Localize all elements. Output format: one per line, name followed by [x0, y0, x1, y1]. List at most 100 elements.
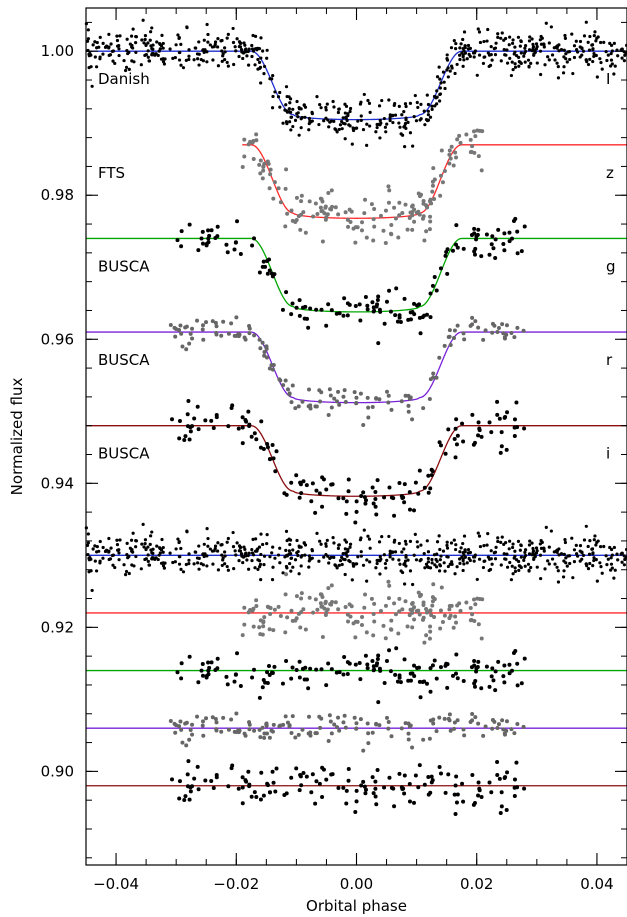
- residual-point: [205, 527, 209, 531]
- data-point: [387, 188, 392, 193]
- data-point: [437, 65, 441, 69]
- data-point: [453, 71, 457, 76]
- data-point: [327, 387, 332, 392]
- residual-point: [486, 555, 490, 559]
- residual-point: [242, 605, 247, 610]
- residual-point: [177, 796, 182, 801]
- residual-point: [378, 559, 382, 563]
- residual-point: [547, 545, 551, 549]
- data-point: [442, 80, 446, 84]
- residual-point: [389, 627, 394, 632]
- residual-point: [523, 550, 527, 555]
- residual-point: [337, 728, 342, 733]
- data-point: [366, 405, 371, 410]
- data-point: [348, 106, 353, 111]
- residual-point: [375, 657, 380, 661]
- band-label-0: I: [606, 70, 610, 88]
- data-point: [197, 40, 201, 44]
- residual-point: [572, 560, 577, 564]
- residual-point: [469, 665, 474, 670]
- data-point: [101, 41, 105, 45]
- data-point: [523, 49, 528, 54]
- residual-point: [359, 622, 364, 627]
- residual-point: [454, 652, 459, 657]
- residual-point: [252, 667, 257, 672]
- data-point: [519, 39, 523, 44]
- data-point: [285, 109, 289, 113]
- residual-point: [187, 552, 191, 556]
- data-point: [242, 137, 247, 142]
- residual-point: [443, 790, 448, 795]
- data-point: [544, 21, 548, 25]
- residual-point: [261, 542, 265, 547]
- data-point: [372, 207, 377, 212]
- data-point: [243, 43, 247, 47]
- data-point: [495, 399, 500, 404]
- residual-point: [134, 545, 138, 549]
- residual-point: [220, 553, 224, 557]
- residual-point: [186, 759, 191, 764]
- data-point: [160, 33, 164, 37]
- residual-point: [213, 668, 218, 673]
- residual-point: [402, 773, 407, 778]
- residual-point: [271, 780, 276, 785]
- data-point: [438, 266, 443, 271]
- data-point: [484, 232, 489, 237]
- data-point: [337, 127, 341, 132]
- residual-point: [446, 564, 450, 569]
- residual-point: [539, 546, 544, 550]
- data-point: [314, 488, 319, 493]
- residual-point: [592, 556, 596, 560]
- data-point: [130, 59, 134, 63]
- data-point: [271, 94, 275, 99]
- residual-point: [225, 540, 229, 544]
- data-point: [427, 227, 432, 232]
- residual-point: [327, 561, 331, 565]
- data-point: [452, 328, 457, 333]
- band-label-4: i: [606, 445, 610, 463]
- residual-point: [345, 612, 350, 617]
- data-point: [317, 122, 321, 127]
- residual-point: [462, 534, 467, 538]
- residual-point: [426, 550, 431, 554]
- residual-point: [447, 616, 452, 621]
- data-point: [329, 405, 334, 410]
- residual-point: [134, 554, 138, 559]
- residual-point: [223, 550, 227, 554]
- residual-point: [510, 564, 514, 568]
- data-point: [354, 395, 359, 400]
- residual-point: [406, 737, 411, 742]
- data-point: [576, 50, 580, 54]
- data-point: [341, 116, 345, 120]
- data-point: [538, 49, 543, 53]
- residual-point: [215, 656, 220, 661]
- residual-point: [289, 676, 294, 681]
- residual-point: [353, 635, 358, 640]
- residual-point: [343, 572, 347, 577]
- residual-point: [362, 605, 367, 610]
- residual-point: [449, 541, 454, 545]
- data-point: [513, 65, 518, 69]
- residual-point: [499, 804, 504, 809]
- residual-point: [557, 553, 561, 557]
- residual-point: [461, 799, 466, 804]
- data-point: [461, 37, 465, 42]
- data-point: [466, 43, 471, 48]
- residual-point: [307, 595, 312, 600]
- data-point: [206, 228, 211, 233]
- data-point: [252, 333, 257, 338]
- data-point: [174, 43, 178, 47]
- data-point: [491, 246, 496, 251]
- data-point: [303, 230, 308, 235]
- data-point: [287, 107, 291, 111]
- residual-point: [523, 564, 527, 568]
- data-point: [375, 478, 380, 483]
- data-point: [377, 307, 382, 312]
- data-point: [360, 220, 365, 225]
- data-point: [262, 64, 267, 69]
- residual-point: [475, 577, 479, 582]
- data-point: [174, 327, 179, 332]
- residual-point: [283, 714, 288, 719]
- data-point: [348, 124, 352, 128]
